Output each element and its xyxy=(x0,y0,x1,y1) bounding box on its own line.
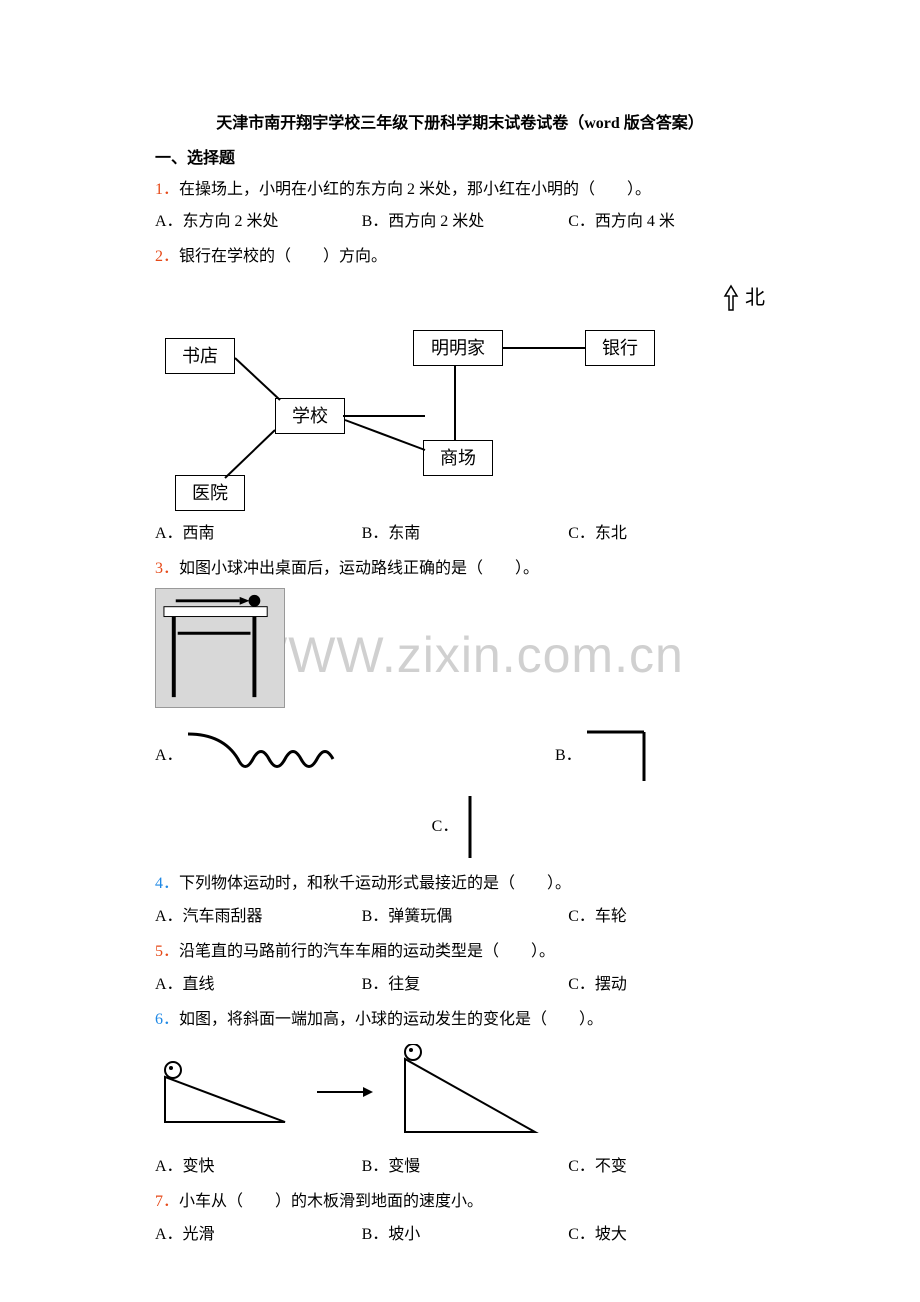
section-header: 一、选择题 xyxy=(155,145,765,174)
arrow-right-icon xyxy=(315,1082,375,1102)
q2-options: A．西南 B．东南 C．东北 xyxy=(155,520,765,549)
q7-option-c: C．坡大 xyxy=(568,1221,765,1250)
q4-option-a: A．汽车雨刮器 xyxy=(155,903,362,932)
q3-option-b: B． xyxy=(555,742,582,771)
question-5: 5．沿笔直的马路前行的汽车车厢的运动类型是（ ）。 xyxy=(155,938,765,967)
question-number: 1． xyxy=(155,181,179,198)
box-mingming: 明明家 xyxy=(413,330,503,366)
q2-option-b: B．东南 xyxy=(362,520,569,549)
box-hospital: 医院 xyxy=(175,475,245,511)
question-text: 沿笔直的马路前行的汽车车厢的运动类型是（ ）。 xyxy=(179,943,555,960)
q6-option-b: B．变慢 xyxy=(362,1153,569,1182)
box-bank: 银行 xyxy=(585,330,655,366)
question-text: 小车从（ ）的木板滑到地面的速度小。 xyxy=(179,1193,483,1210)
q5-options: A．直线 B．往复 C．摆动 xyxy=(155,971,765,1000)
q3-option-c: C． xyxy=(432,813,459,842)
ramp-diagram xyxy=(155,1044,765,1139)
q1-option-c: C．西方向 4 米 xyxy=(568,208,765,237)
q5-option-c: C．摆动 xyxy=(568,971,765,1000)
q4-options: A．汽车雨刮器 B．弹簧玩偶 C．车轮 xyxy=(155,903,765,932)
q1-option-b: B．西方向 2 米处 xyxy=(362,208,569,237)
connector-line xyxy=(503,347,585,349)
question-4: 4．下列物体运动时，和秋千运动形式最接近的是（ ）。 xyxy=(155,870,765,899)
question-number: 2． xyxy=(155,248,179,265)
question-number: 4． xyxy=(155,875,179,892)
question-number: 6． xyxy=(155,1011,179,1028)
question-1: 1．在操场上，小明在小红的东方向 2 米处，那小红在小明的（ ）。 xyxy=(155,176,765,205)
q2-option-a: A．西南 xyxy=(155,520,362,549)
table-image xyxy=(155,588,765,719)
map-diagram: 北 书店 明明家 银行 学校 商场 医院 xyxy=(155,280,765,510)
question-text: 如图小球冲出桌面后，运动路线正确的是（ ）。 xyxy=(179,560,539,577)
ramp-low-icon xyxy=(155,1052,295,1132)
question-number: 3． xyxy=(155,560,179,577)
question-text: 在操场上，小明在小红的东方向 2 米处，那小红在小明的（ ）。 xyxy=(179,181,651,198)
q3-row-ab: A． B． xyxy=(155,726,765,786)
box-bookstore: 书店 xyxy=(165,338,235,374)
q1-options: A．东方向 2 米处 B．西方向 2 米处 C．西方向 4 米 xyxy=(155,208,765,237)
question-7: 7．小车从（ ）的木板滑到地面的速度小。 xyxy=(155,1188,765,1217)
curve-c-icon xyxy=(458,792,488,862)
q3-option-a: A． xyxy=(155,742,183,771)
q7-option-a: A．光滑 xyxy=(155,1221,362,1250)
question-6: 6．如图，将斜面一端加高，小球的运动发生的变化是（ ）。 xyxy=(155,1006,765,1035)
q7-option-b: B．坡小 xyxy=(362,1221,569,1250)
q2-option-c: C．东北 xyxy=(568,520,765,549)
q5-option-a: A．直线 xyxy=(155,971,362,1000)
question-number: 5． xyxy=(155,943,179,960)
question-2: 2．银行在学校的（ ）方向。 xyxy=(155,243,765,272)
document-title: 天津市南开翔宇学校三年级下册科学期末试卷试卷（word 版含答案） xyxy=(155,110,765,139)
q6-option-a: A．变快 xyxy=(155,1153,362,1182)
q5-option-b: B．往复 xyxy=(362,971,569,1000)
curve-a-icon xyxy=(183,729,343,784)
q4-option-c: C．车轮 xyxy=(568,903,765,932)
question-text: 如图，将斜面一端加高，小球的运动发生的变化是（ ）。 xyxy=(179,1011,603,1028)
north-arrow-icon: 北 xyxy=(719,280,765,316)
question-text: 银行在学校的（ ）方向。 xyxy=(179,248,387,265)
q6-options: A．变快 B．变慢 C．不变 xyxy=(155,1153,765,1182)
q3-row-c: C． xyxy=(155,792,765,862)
q1-option-a: A．东方向 2 米处 xyxy=(155,208,362,237)
north-label: 北 xyxy=(745,280,765,316)
curve-b-icon xyxy=(582,726,652,786)
question-text: 下列物体运动时，和秋千运动形式最接近的是（ ）。 xyxy=(179,875,571,892)
q6-option-c: C．不变 xyxy=(568,1153,765,1182)
q4-option-b: B．弹簧玩偶 xyxy=(362,903,569,932)
question-number: 7． xyxy=(155,1193,179,1210)
q7-options: A．光滑 B．坡小 C．坡大 xyxy=(155,1221,765,1250)
question-3: 3．如图小球冲出桌面后，运动路线正确的是（ ）。 xyxy=(155,555,765,584)
box-school: 学校 xyxy=(275,398,345,434)
ramp-high-icon xyxy=(395,1044,545,1139)
box-mall: 商场 xyxy=(423,440,493,476)
